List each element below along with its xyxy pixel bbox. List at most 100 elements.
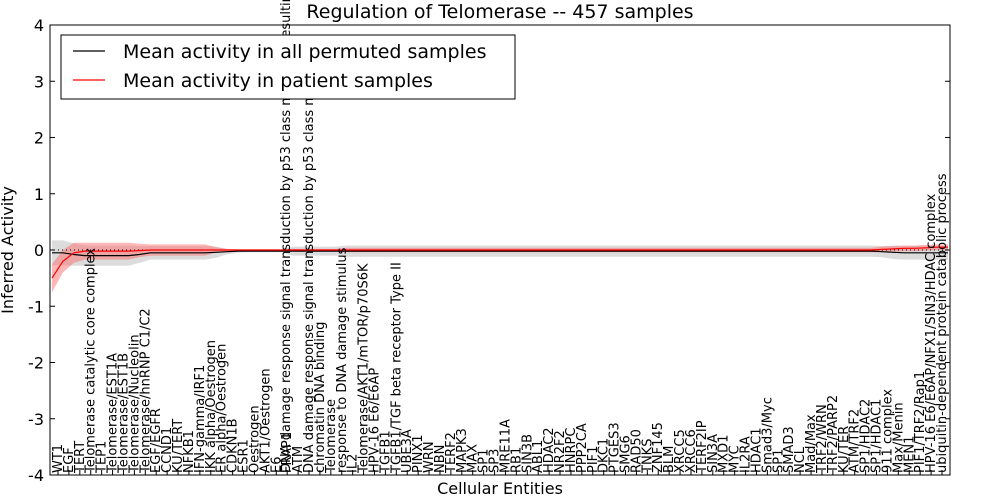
x-category-label: TNKS (640, 439, 655, 474)
x-category-label: TGFB1/TGF beta receptor Type II (389, 262, 404, 474)
x-category-label: XRCC5 (673, 429, 688, 473)
x-category-label: IKK alpha/Oestrogen (204, 340, 219, 473)
y-axis-title: Inferred Activity (0, 186, 17, 314)
x-category-label: Telomerase/AKT1/mTOR/p70S6K (357, 263, 372, 474)
x-category-label: SIN3B (520, 434, 535, 473)
x-category-label: BLM (662, 446, 677, 473)
y-tick-label: 0 (34, 241, 44, 260)
x-category-label: SMG6 (619, 435, 634, 473)
x-category-label: TRF2/WRN (815, 404, 830, 474)
x-category-label: PIF1 (586, 446, 601, 473)
y-tick-label: -1 (28, 297, 44, 316)
x-category-label: Mad/Max (804, 414, 819, 473)
x-category-label: DKC1 (597, 438, 612, 473)
x-category-label: MEN1 (902, 436, 917, 473)
y-tick-label: 4 (34, 16, 44, 35)
x-category-label: WT1 (51, 444, 66, 473)
x-category-label: HPV-16 E6/E6AP/NFX1/SIN3/HDAC complex (924, 193, 939, 473)
x-category-label: MAPK3 (455, 428, 470, 473)
x-category-label: HDAC2 (542, 427, 557, 473)
x-category-label: Telomerase (324, 399, 339, 474)
x-category-label: TRF2/PARP2 (826, 395, 841, 474)
x-category-label: TERT (73, 441, 88, 474)
x-category-label: IFN-gamma/IRF1 (193, 365, 208, 473)
x-category-label: TERF2IP (695, 420, 710, 474)
x-category-label: PTGES3 (608, 422, 623, 473)
x-category-label: 911 complex (880, 389, 895, 473)
confidence-band-permuted (52, 240, 948, 266)
x-category-label: ER alpha/Oestrogen (215, 344, 230, 473)
x-category-label: Telomerase/EST1A (106, 353, 121, 474)
x-category-label: IL2 (346, 454, 361, 473)
x-category-label: SP1 (477, 449, 492, 473)
x-category-label: XRCC6 (684, 429, 699, 473)
y-tick-label: -4 (28, 466, 44, 485)
x-category-label: KU/TER (837, 426, 852, 473)
y-tick-label: 1 (34, 185, 44, 204)
x-category-label: Telomerase catalytic core complex (84, 248, 99, 474)
x-category-label: Max/Menin (891, 402, 906, 473)
x-category-label: RB1 (509, 447, 524, 473)
x-category-label: CDKN1B (226, 418, 241, 473)
x-category-label: UBE3A (400, 429, 415, 473)
x-category-label: MRE11A (499, 419, 514, 473)
x-category-label: HNRPC (564, 428, 579, 473)
x-category-label: SIN3A (706, 434, 721, 473)
x-category-label: E6 (269, 457, 284, 474)
x-category-label: SP1/HDAC1 (870, 399, 885, 473)
x-category-label: KU/TERT (171, 419, 186, 473)
y-tick-label: -2 (28, 354, 44, 373)
x-category-label: TERF2 (444, 432, 459, 474)
x-category-label: EGF/EGFR (149, 408, 164, 473)
y-tick-label: 3 (34, 72, 44, 91)
x-category-label: Telomerase/hnRNP C1/C2 (138, 308, 153, 474)
x-category-label: Oestrogen (247, 405, 262, 473)
x-category-label: NBN (433, 445, 448, 473)
x-category-label-long: DNA damage response signal transduction … (279, 0, 294, 473)
x-category-label: AKT1/Oestrogen (258, 368, 273, 473)
x-category-label: HPV-16 E6/E6AP (368, 368, 383, 473)
x-category-label: SMAD3 (782, 426, 797, 473)
x-category-label: ZNF145 (651, 422, 666, 473)
x-category-label: ATM/TRF2 (848, 409, 863, 473)
x-category-label: HDAC1 (750, 427, 765, 473)
x-category-label: MAX (466, 444, 481, 473)
series-line-permuted (52, 250, 948, 257)
x-category-label: MYC (728, 445, 743, 473)
x-category-label: IL2RA (739, 436, 754, 473)
x-category-label: NR2F2 (553, 430, 568, 473)
x-category-label: Smad3/Myc (760, 397, 775, 473)
x-category-label: MXD1 (717, 435, 732, 473)
x-category-label: PIF1/TRF2/Rap1 (913, 371, 928, 473)
legend-box (60, 34, 516, 100)
x-category-label: NFKB1 (182, 430, 197, 473)
x-category-label: chromatin DNA binding (313, 322, 328, 473)
x-category-label: DNA damage response signal transduction … (302, 46, 317, 473)
x-category-label: ABL1 (531, 440, 546, 473)
x-category-label: Telomerase/Nucleolin (127, 334, 142, 474)
x-category-label: CCND1 (160, 427, 175, 473)
legend-label-permuted: Mean activity in all permuted samples (123, 41, 486, 63)
x-category-label: SP1 (771, 449, 786, 473)
legend-label-patient: Mean activity in patient samples (123, 70, 433, 92)
x-category-label: response to DNA damage stimulus (335, 247, 350, 473)
x-category-label: SP3 (488, 449, 503, 473)
x-category-label: PPP2CA (575, 423, 590, 473)
x-category-label: TEP1 (95, 441, 110, 474)
x-category-label: WRN (422, 441, 437, 473)
x-category-label: ubiquitin-dependent protein catabolic pr… (935, 173, 950, 473)
x-category-label: FRAP1 (280, 432, 295, 473)
y-tick-label: -3 (28, 410, 44, 429)
series-line-patient (51, 246, 948, 279)
x-category-label: Telomerase/EST1B (117, 353, 132, 474)
x-category-label: EGF (62, 447, 77, 473)
x-category-label: NCL (793, 446, 808, 473)
x-category-label: ESR1 (237, 439, 252, 473)
y-tick-label: 2 (34, 129, 44, 148)
x-category-label: PINX1 (411, 434, 426, 473)
x-category-label: RAD50 (629, 429, 644, 473)
chart-title: Regulation of Telomerase -- 457 samples (306, 1, 693, 23)
x-category-label: TGFB1 (378, 430, 393, 474)
x-category-label: SP1/HDAC2 (859, 399, 874, 473)
